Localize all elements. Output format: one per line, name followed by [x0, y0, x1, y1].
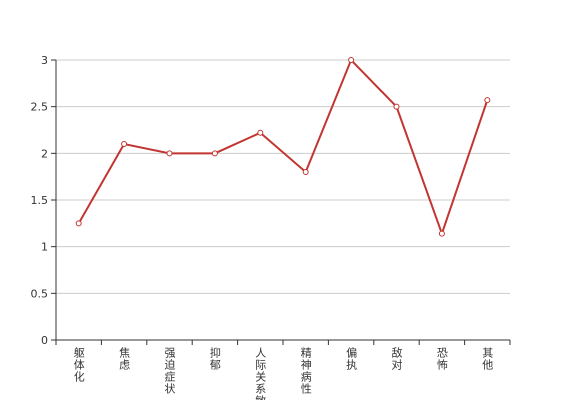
point	[257, 129, 264, 136]
line	[77, 58, 489, 237]
y-tick-label: 1	[41, 241, 48, 254]
x-tick-label: 焦虑	[118, 347, 131, 371]
point	[211, 150, 218, 157]
point	[484, 97, 491, 104]
x-tick-label: 精神病性	[299, 347, 312, 395]
point	[393, 103, 400, 110]
point	[75, 220, 82, 227]
point	[438, 230, 445, 237]
point	[166, 150, 173, 157]
x-tick-label: 偏执	[345, 346, 358, 371]
x-tick-label: 恐怖	[435, 347, 448, 371]
x-tick-label: 人际关系敏感	[254, 347, 267, 400]
y-tick-label: 3	[41, 54, 48, 67]
x-tick-label: 抑郁	[208, 346, 221, 371]
y-tick-label: 1.5	[31, 194, 49, 207]
x-tick-label: 敌对	[390, 346, 403, 371]
x-tick-label: 躯体化	[72, 347, 85, 383]
y-tick-label: 2.5	[31, 101, 49, 114]
x-tick-label: 强迫症状	[163, 347, 176, 395]
y-tick-label: 0.5	[31, 287, 49, 300]
point	[348, 57, 355, 63]
point	[121, 141, 128, 147]
y-tick-label: 0	[41, 334, 48, 347]
y-tick-label: 2	[41, 147, 48, 160]
x-tick-label: 其他	[481, 347, 494, 371]
point	[302, 169, 309, 175]
